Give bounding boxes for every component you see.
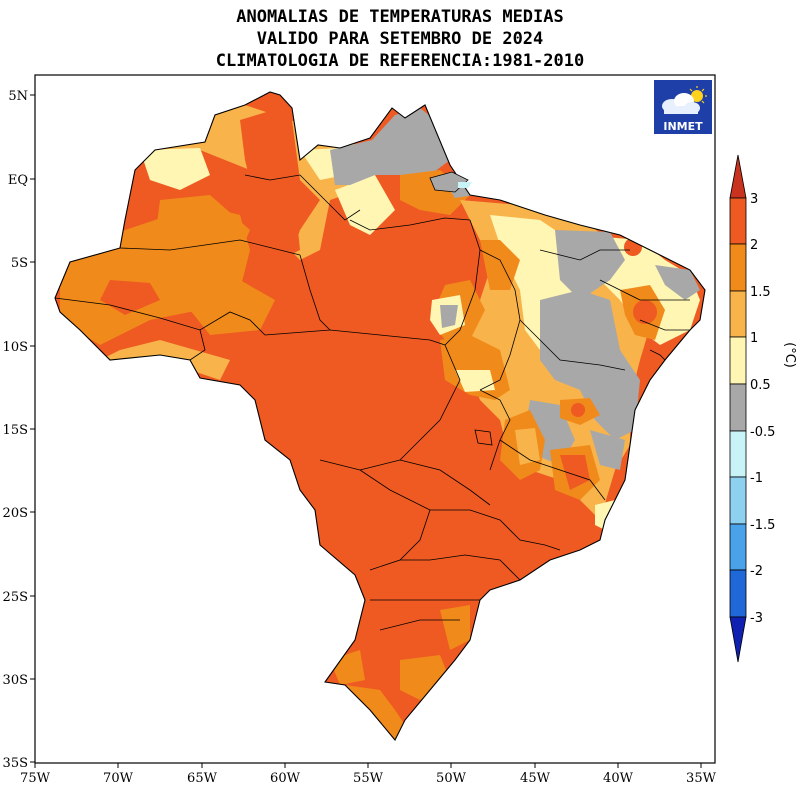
x-axis: 75W 70W 65W 60W 55W 50W 45W 40W 35W bbox=[20, 763, 717, 786]
map-title-line3: CLIMATOLOGIA DE REFERENCIA:1981-2010 bbox=[215, 51, 585, 71]
colorbar-label: -3 bbox=[750, 611, 763, 626]
colorbar-unit: (°C) bbox=[782, 342, 797, 368]
x-tick-label: 35W bbox=[686, 771, 717, 786]
x-tick-label: 60W bbox=[270, 771, 301, 786]
colorbar-label: -1 bbox=[750, 471, 763, 486]
x-tick-label: 45W bbox=[520, 771, 551, 786]
colorbar-segment bbox=[729, 197, 747, 245]
y-tick-label: 35S bbox=[3, 756, 28, 771]
cool-spot bbox=[458, 182, 472, 188]
colorbar-label: 0.5 bbox=[750, 378, 771, 393]
y-tick-label: 15S bbox=[3, 423, 28, 438]
y-tick-label: 20S bbox=[3, 506, 28, 521]
state-boundaries bbox=[54, 174, 690, 631]
x-tick-label: 55W bbox=[353, 771, 384, 786]
colorbar-label: 2 bbox=[750, 238, 758, 253]
y-tick-label: EQ bbox=[8, 173, 28, 188]
colorbar-segment bbox=[729, 290, 747, 338]
colorbar-segment bbox=[729, 523, 747, 571]
y-axis: 5N EQ 5S 10S 15S 20S 25S 30S 35S bbox=[3, 89, 35, 771]
y-tick-label: 30S bbox=[3, 673, 28, 688]
y-tick-label: 10S bbox=[3, 340, 28, 355]
colorbar-segment bbox=[729, 336, 747, 385]
colorbar-segment bbox=[729, 383, 747, 432]
y-tick-label: 5S bbox=[11, 256, 28, 271]
x-tick-label: 70W bbox=[103, 771, 134, 786]
x-tick-label: 40W bbox=[603, 771, 634, 786]
colorbar-segment bbox=[729, 476, 747, 525]
colorbar-segment bbox=[729, 569, 747, 618]
x-tick-label: 50W bbox=[436, 771, 467, 786]
colorbar-label: -0.5 bbox=[750, 425, 775, 440]
colorbar-label: 1 bbox=[750, 331, 758, 346]
colorbar-label: -1.5 bbox=[750, 518, 775, 533]
inmet-logo: INMET bbox=[654, 80, 712, 134]
map-title-line1: ANOMALIAS DE TEMPERATURAS MEDIAS bbox=[236, 7, 564, 27]
x-tick-label: 65W bbox=[187, 771, 218, 786]
colorbar-segment bbox=[729, 616, 747, 663]
colorbar-segment bbox=[729, 154, 747, 199]
x-tick-label: 75W bbox=[20, 771, 51, 786]
y-tick-label: 25S bbox=[3, 590, 28, 605]
brazil-outline bbox=[54, 91, 706, 741]
map-title-line2: VALIDO PARA SETEMBRO DE 2024 bbox=[256, 29, 544, 49]
colorbar-label: 3 bbox=[750, 192, 758, 207]
colorbar-segment bbox=[729, 243, 747, 292]
cloud-sun-icon bbox=[662, 86, 707, 114]
colorbar: 3 2 1.5 1 0.5 -0.5 -1 -1.5 -2 -3 (°C) bbox=[729, 154, 797, 663]
y-tick-label: 5N bbox=[8, 89, 28, 104]
colorbar-label: -2 bbox=[750, 564, 763, 579]
logo-text: INMET bbox=[663, 120, 703, 133]
colorbar-segment bbox=[729, 430, 747, 478]
colorbar-label: 1.5 bbox=[750, 285, 771, 300]
